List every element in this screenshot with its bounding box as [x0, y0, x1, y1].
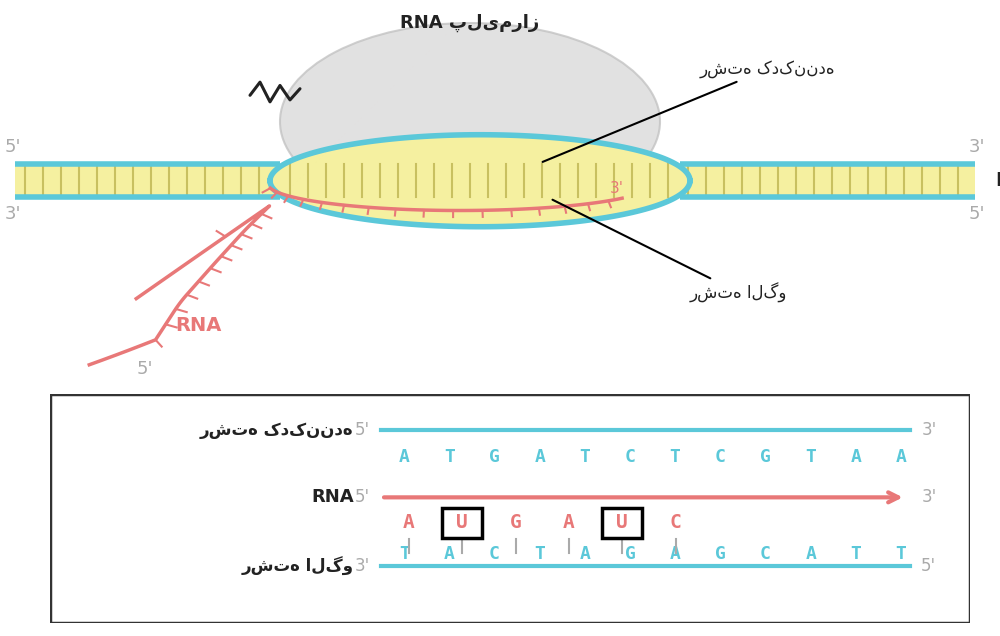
Text: C: C: [715, 448, 726, 466]
Text: RNA: RNA: [311, 488, 354, 506]
Text: 5': 5': [968, 205, 985, 223]
Text: A: A: [444, 545, 455, 563]
Text: T: T: [896, 545, 906, 563]
Text: G: G: [715, 545, 726, 563]
Text: A: A: [805, 545, 816, 563]
Ellipse shape: [270, 135, 690, 227]
Text: A: A: [403, 513, 415, 532]
Text: A: A: [399, 448, 410, 466]
Text: T: T: [805, 448, 816, 466]
Text: T: T: [399, 545, 410, 563]
Text: A: A: [896, 448, 906, 466]
Text: A: A: [563, 513, 575, 532]
Text: A: A: [670, 545, 681, 563]
Text: C: C: [670, 513, 681, 532]
Bar: [680, 164, 975, 197]
Text: RNA: RNA: [175, 316, 221, 335]
Text: U: U: [456, 513, 468, 532]
Text: U: U: [616, 513, 628, 532]
Text: G: G: [510, 513, 521, 532]
Text: T: T: [670, 448, 681, 466]
Text: 3': 3': [921, 422, 936, 439]
Text: رشته الگو: رشته الگو: [552, 200, 787, 303]
Text: A: A: [534, 448, 545, 466]
Text: G: G: [489, 448, 500, 466]
Ellipse shape: [280, 23, 660, 220]
Text: 5': 5': [921, 557, 936, 575]
Text: C: C: [489, 545, 500, 563]
Text: 3': 3': [921, 488, 936, 506]
Text: 3': 3': [968, 139, 985, 156]
Text: T: T: [850, 545, 861, 563]
Bar: [15, 164, 280, 197]
Text: DNA: DNA: [995, 171, 1000, 190]
Text: 3': 3': [5, 205, 22, 223]
Bar: [442, 508, 482, 538]
Text: T: T: [444, 448, 455, 466]
Text: G: G: [760, 448, 771, 466]
Text: 3': 3': [610, 181, 624, 196]
Text: C: C: [760, 545, 771, 563]
Text: A: A: [579, 545, 590, 563]
Text: رشته کدکننده: رشته کدکننده: [200, 422, 354, 439]
Text: C: C: [625, 448, 635, 466]
Text: 5': 5': [5, 139, 22, 156]
Text: 5': 5': [137, 360, 153, 378]
Text: 5': 5': [355, 488, 370, 506]
Bar: [602, 508, 642, 538]
Text: A: A: [850, 448, 861, 466]
Text: رشته کدکننده: رشته کدکننده: [543, 60, 836, 162]
Text: RNA پلیمراز: RNA پلیمراز: [400, 14, 540, 32]
Text: رشته الگو: رشته الگو: [242, 556, 354, 576]
Text: T: T: [534, 545, 545, 563]
Text: 3': 3': [355, 557, 370, 575]
Text: G: G: [625, 545, 635, 563]
Text: T: T: [579, 448, 590, 466]
Text: 5': 5': [355, 422, 370, 439]
